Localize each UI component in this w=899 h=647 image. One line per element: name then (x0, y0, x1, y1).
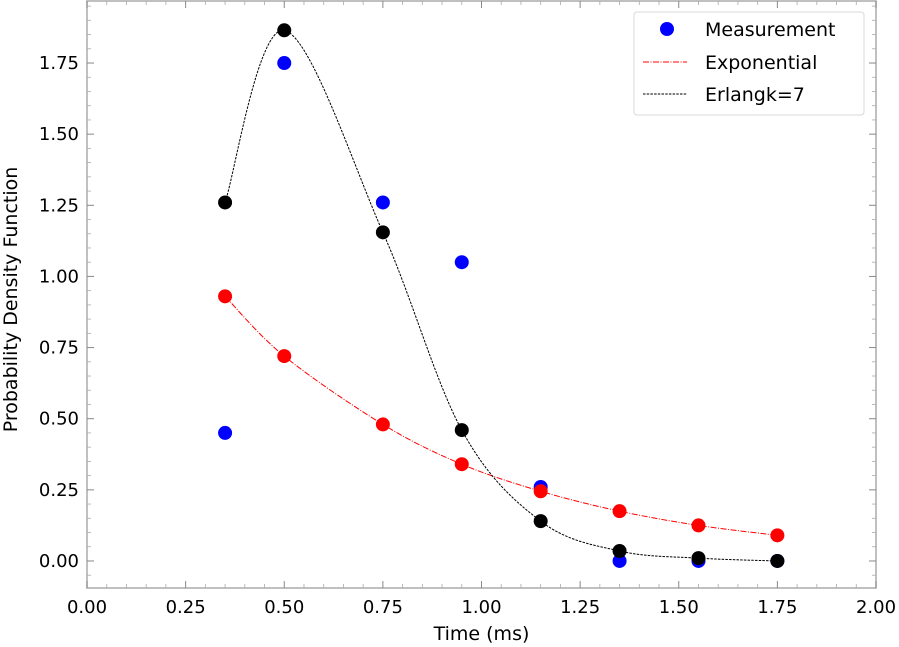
point-exponential (277, 349, 292, 364)
point-exponential (533, 484, 548, 499)
point-erlangk-7 (533, 514, 548, 529)
y-tick-label: 0.75 (39, 338, 79, 359)
y-axis-label: Probability Density Function (0, 167, 22, 433)
point-exponential (375, 417, 390, 432)
point-erlangk-7 (454, 423, 469, 438)
x-tick-label: 1.00 (461, 597, 501, 618)
legend-marker-measurement (660, 22, 674, 36)
point-exponential (218, 289, 233, 304)
point-erlangk-7 (691, 551, 706, 566)
legend-label-erlang: Erlangk=7 (705, 84, 805, 106)
legend-box (633, 11, 865, 116)
point-erlangk-7 (770, 553, 785, 568)
point-erlangk-7 (612, 544, 627, 559)
point-erlangk-7 (277, 23, 292, 38)
x-tick-label: 2.00 (856, 597, 896, 618)
point-exponential (770, 528, 785, 543)
y-tick-label: 0.50 (39, 409, 79, 430)
curve-exponential (224, 295, 778, 536)
x-tick-label: 0.00 (67, 597, 107, 618)
legend-label-measurement: Measurement (705, 19, 835, 41)
legend-label-exponential: Exponential (705, 52, 817, 74)
y-tick-label: 1.50 (39, 124, 79, 145)
point-measurement (218, 425, 233, 440)
legend: Measurement Exponential Erlangk=7 (633, 11, 865, 116)
point-erlangk-7 (375, 225, 390, 240)
x-axis-ticks: 0.00 0.25 0.50 0.75 1.00 1.25 1.50 1.75 2.00 (67, 1, 896, 618)
point-measurement (375, 195, 390, 210)
x-tick-label: 0.25 (166, 597, 206, 618)
y-axis-ticks: 0.00 0.25 0.50 0.75 1.00 1.25 1.50 1.75 (39, 5, 876, 576)
point-measurement (612, 553, 627, 568)
point-exponential (691, 518, 706, 533)
x-tick-label: 1.50 (659, 597, 699, 618)
y-tick-label: 1.25 (39, 195, 79, 216)
point-exponential (454, 457, 469, 472)
x-tick-label: 1.75 (757, 597, 797, 618)
point-erlangk-7 (218, 195, 233, 210)
y-tick-label: 0.25 (39, 480, 79, 501)
x-axis-label: Time (ms) (433, 623, 530, 645)
point-exponential (612, 504, 627, 519)
y-tick-label: 1.75 (39, 53, 79, 74)
x-tick-label: 0.50 (264, 597, 304, 618)
y-tick-label: 0.00 (39, 551, 79, 572)
x-tick-label: 0.75 (363, 597, 403, 618)
y-tick-label: 1.00 (39, 266, 79, 287)
point-measurement (277, 56, 292, 71)
data-points (218, 23, 785, 568)
x-tick-label: 1.25 (560, 597, 600, 618)
point-measurement (454, 255, 469, 270)
